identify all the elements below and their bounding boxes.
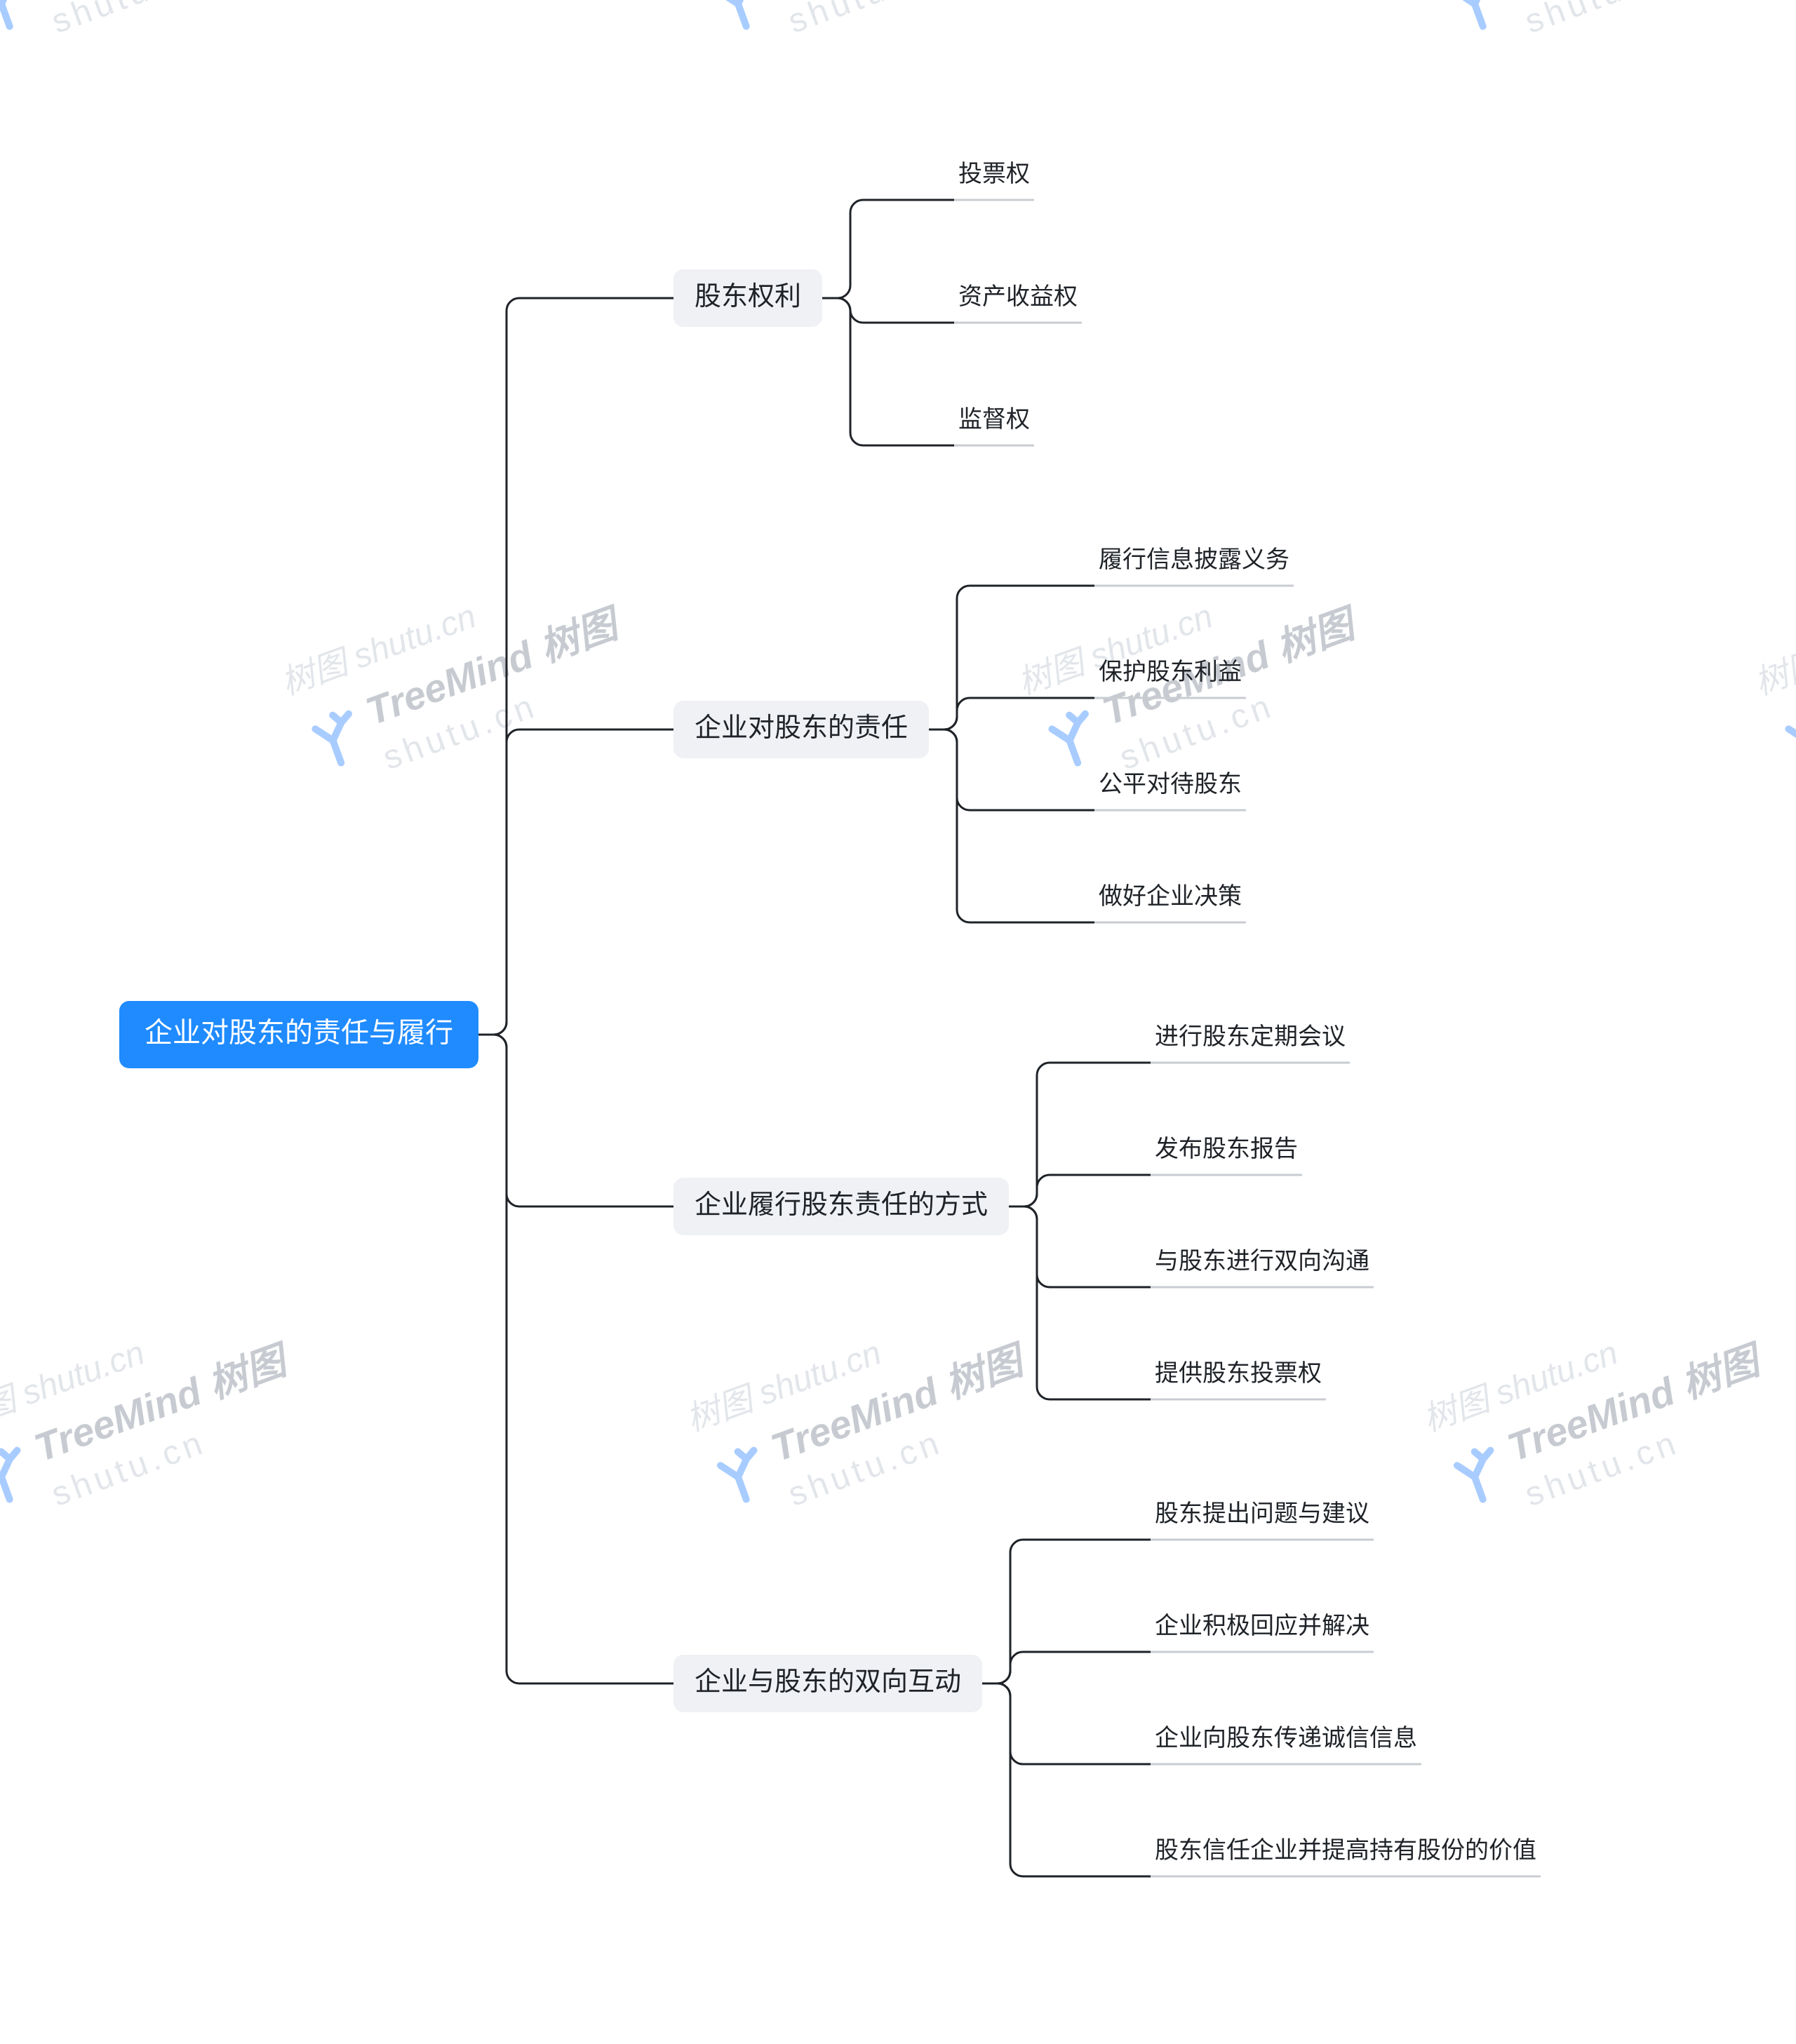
leaf-ways-1[interactable]: 发布股东报告 [1151,1136,1302,1175]
watermark-tile: TreeMind 树图树图 shutu.cnshutu.cn [1750,2024,1796,2044]
branch-interaction-label: 企业与股东的双向互动 [695,1667,961,1697]
leaf-ways-0-label: 进行股东定期会议 [1155,1023,1346,1050]
leaf-interaction-0-label: 股东提出问题与建议 [1155,1500,1369,1527]
leaf-interaction-3[interactable]: 股东信任企业并提高持有股份的价值 [1151,1837,1541,1876]
leaf-responsibility-2-label: 公平对待股东 [1099,771,1242,798]
watermark-tile: TreeMind 树图树图 shutu.cnshutu.cn [1419,1288,1786,1538]
watermark-logo-icon [1455,0,1506,31]
watermark-tile: TreeMind 树图树图 shutu.cnshutu.cn [0,0,312,65]
leaf-interaction-1-label: 企业积极回应并解决 [1155,1613,1369,1639]
connector [822,298,954,445]
leaf-responsibility-2[interactable]: 公平对待股东 [1094,771,1246,810]
connector [982,1540,1151,1683]
leaf-ways-1-label: 发布股东报告 [1155,1136,1298,1162]
root-node[interactable]: 企业对股东的责任与履行 [119,1001,478,1068]
mindmap-layer: 企业对股东的责任与履行 股东权利 投票权资产收益权监督权企业对股东的责任 履行信息披露… [119,161,1541,1876]
watermark-logo-icon [1786,710,1796,767]
branch-responsibility[interactable]: 企业对股东的责任 [674,701,929,758]
leaf-ways-3-label: 提供股东投票权 [1155,1360,1322,1387]
branch-rights-label: 股东权利 [695,282,801,311]
leaf-interaction-2[interactable]: 企业向股东传递诚信信息 [1151,1725,1421,1764]
watermark-text-bottom: shutu.cn [47,0,211,41]
watermark-tile: TreeMind 树图树图 shutu.cnshutu.cn [0,1288,312,1538]
connector [478,1035,674,1206]
connector-layer [478,200,1151,1876]
connector [929,729,1094,922]
watermark-tile: TreeMind 树图树图 shutu.cnshutu.cn [276,551,644,801]
branch-responsibility-label: 企业对股东的责任 [695,713,908,743]
connector [982,1683,1151,1764]
leaf-rights-2[interactable]: 监督权 [954,406,1034,445]
leaf-ways-0[interactable]: 进行股东定期会议 [1151,1023,1350,1063]
watermark-tile: TreeMind 树图树图 shutu.cnshutu.cn [1419,0,1786,65]
leaf-responsibility-0-label: 履行信息披露义务 [1099,546,1289,573]
leaf-ways-2[interactable]: 与股东进行双向沟通 [1151,1248,1374,1287]
watermark-logo-icon [1050,710,1100,767]
leaf-rights-0[interactable]: 投票权 [954,161,1034,200]
watermark-text-bottom: shutu.cn [1520,0,1684,41]
branch-ways-label: 企业履行股东责任的方式 [695,1190,988,1220]
leaf-responsibility-3[interactable]: 做好企业决策 [1094,883,1246,922]
root-node-label: 企业对股东的责任与履行 [145,1018,453,1049]
connector [478,1035,674,1683]
connector [1009,1206,1151,1287]
watermark-logo-icon [0,0,32,31]
leaf-interaction-1[interactable]: 企业积极回应并解决 [1151,1613,1374,1652]
leaf-rights-1-label: 资产收益权 [958,283,1078,310]
connector [982,1652,1151,1683]
leaf-interaction-2-label: 企业向股东传递诚信信息 [1155,1725,1417,1751]
watermark-logo-icon [718,1446,769,1504]
leaf-interaction-3-label: 股东信任企业并提高持有股份的价值 [1155,1837,1536,1864]
node-layer: 企业对股东的责任与履行 股东权利 投票权资产收益权监督权企业对股东的责任 履行信息披露… [119,161,1541,1876]
watermark-tile: TreeMind 树图树图 shutu.cnshutu.cn [276,2024,644,2044]
watermark-logo-icon [313,710,363,767]
leaf-ways-2-label: 与股东进行双向沟通 [1155,1248,1369,1275]
connector [1009,1206,1151,1399]
connector [1009,1063,1151,1206]
connector [822,298,954,323]
branch-rights[interactable]: 股东权利 [674,269,822,327]
connector [982,1683,1151,1876]
leaf-interaction-0[interactable]: 股东提出问题与建议 [1151,1500,1374,1540]
leaf-responsibility-3-label: 做好企业决策 [1099,883,1242,910]
leaf-rights-2-label: 监督权 [958,406,1030,433]
connector [822,200,954,298]
watermark-logo-icon [718,0,769,31]
leaf-ways-3[interactable]: 提供股东投票权 [1151,1360,1326,1399]
watermark-text-mid: 树图 shutu.cn [1750,598,1796,702]
watermark-logo-icon [0,1446,32,1504]
watermark-logo-icon [1455,1446,1506,1504]
leaf-responsibility-0[interactable]: 履行信息披露义务 [1094,546,1294,586]
watermark-tile: TreeMind 树图树图 shutu.cnshutu.cn [1013,2024,1381,2044]
leaf-responsibility-1-label: 保护股东利益 [1099,659,1242,685]
watermark-text-bottom: shutu.cn [784,0,948,41]
watermark-tile: TreeMind 树图树图 shutu.cnshutu.cn [682,0,1050,65]
branch-ways[interactable]: 企业履行股东责任的方式 [674,1178,1009,1235]
watermark-tile: TreeMind 树图树图 shutu.cnshutu.cn [1750,551,1796,801]
watermark-tile: TreeMind 树图树图 shutu.cnshutu.cn [682,1288,1050,1538]
branch-interaction[interactable]: 企业与股东的双向互动 [674,1655,982,1712]
leaf-rights-0-label: 投票权 [958,161,1030,187]
connector [478,729,674,1035]
connector [1009,1175,1151,1206]
leaf-rights-1[interactable]: 资产收益权 [954,283,1082,323]
